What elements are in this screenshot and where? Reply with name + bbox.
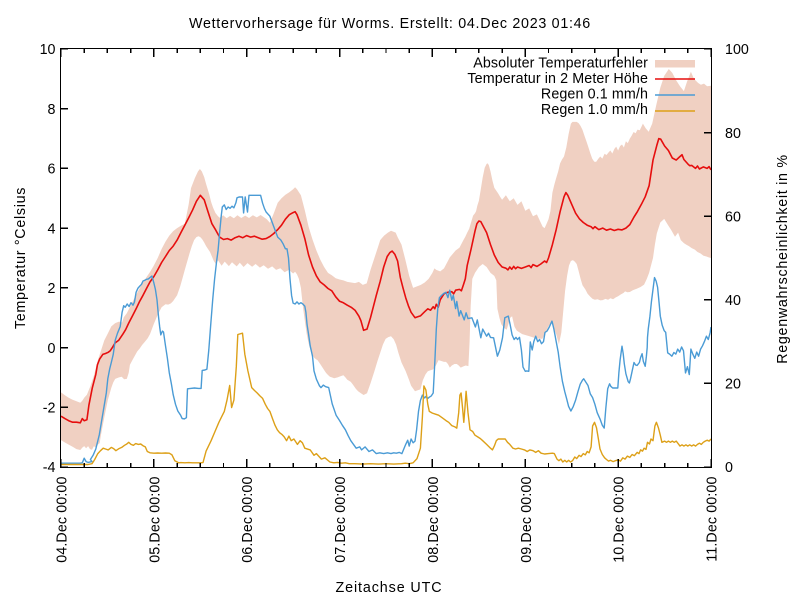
- svg-text:10: 10: [40, 42, 56, 58]
- svg-text:4: 4: [48, 221, 56, 237]
- svg-text:06.Dec 00:00: 06.Dec 00:00: [240, 477, 256, 563]
- svg-text:Wettervorhersage für Worms. Er: Wettervorhersage für Worms. Erstellt: 04…: [189, 16, 591, 32]
- svg-text:07.Dec 00:00: 07.Dec 00:00: [333, 477, 349, 563]
- svg-text:Absoluter Temperaturfehler: Absoluter Temperaturfehler: [473, 56, 648, 72]
- svg-text:Regen 0.1 mm/h: Regen 0.1 mm/h: [541, 87, 648, 103]
- svg-text:0: 0: [725, 460, 733, 476]
- svg-text:40: 40: [725, 293, 741, 309]
- svg-text:Temperatur in 2 Meter Höhe: Temperatur in 2 Meter Höhe: [467, 71, 648, 87]
- svg-text:Zeitachse UTC: Zeitachse UTC: [335, 580, 442, 596]
- svg-text:100: 100: [725, 42, 749, 58]
- svg-text:0: 0: [48, 341, 56, 357]
- svg-text:2: 2: [48, 281, 56, 297]
- svg-text:Temperatur °Celsius: Temperatur °Celsius: [13, 187, 29, 329]
- svg-text:10.Dec 00:00: 10.Dec 00:00: [612, 477, 628, 563]
- svg-text:08.Dec 00:00: 08.Dec 00:00: [426, 477, 442, 563]
- svg-text:Regenwahrscheinlichkeit in %: Regenwahrscheinlichkeit in %: [775, 154, 791, 364]
- svg-text:20: 20: [725, 377, 741, 393]
- svg-text:80: 80: [725, 126, 741, 142]
- svg-text:11.Dec 00:00: 11.Dec 00:00: [705, 477, 721, 562]
- svg-text:8: 8: [48, 102, 56, 118]
- svg-text:05.Dec 00:00: 05.Dec 00:00: [147, 477, 163, 563]
- svg-text:09.Dec 00:00: 09.Dec 00:00: [519, 477, 535, 563]
- svg-text:6: 6: [48, 162, 56, 178]
- svg-text:60: 60: [725, 209, 741, 225]
- svg-text:-2: -2: [43, 401, 56, 417]
- svg-text:Regen 1.0 mm/h: Regen 1.0 mm/h: [541, 102, 648, 118]
- svg-text:-4: -4: [43, 460, 56, 476]
- svg-text:04.Dec 00:00: 04.Dec 00:00: [55, 477, 71, 563]
